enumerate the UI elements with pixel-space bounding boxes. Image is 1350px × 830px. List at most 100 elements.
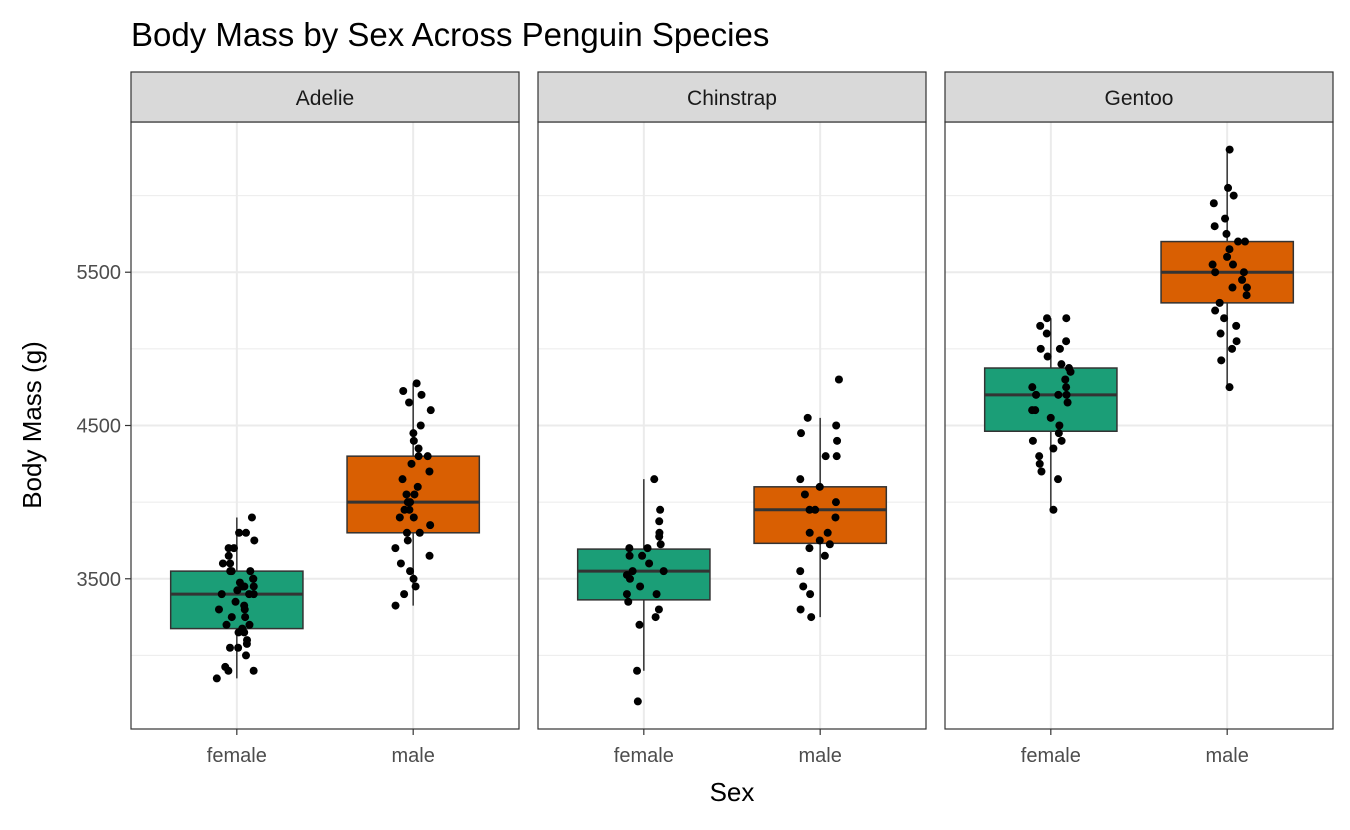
- data-point: [633, 697, 642, 706]
- data-point: [628, 567, 637, 576]
- data-point: [655, 517, 664, 526]
- data-point: [656, 505, 665, 514]
- data-point: [391, 544, 400, 553]
- data-point: [246, 567, 255, 576]
- data-point: [218, 559, 227, 568]
- data-point: [425, 467, 434, 476]
- data-point: [831, 513, 840, 522]
- data-point: [249, 574, 258, 583]
- data-point: [407, 459, 416, 468]
- data-point: [415, 528, 424, 537]
- data-point: [796, 567, 805, 576]
- x-tick-label: male: [392, 745, 435, 767]
- data-point: [1242, 283, 1251, 292]
- data-point: [1221, 214, 1230, 223]
- data-point: [226, 567, 235, 576]
- data-point: [797, 429, 806, 438]
- x-tick-label: male: [1206, 745, 1249, 767]
- data-point: [815, 482, 824, 491]
- data-point: [645, 559, 654, 568]
- data-point: [633, 666, 642, 675]
- data-point: [235, 528, 244, 537]
- data-point: [399, 387, 408, 396]
- data-point: [1055, 421, 1064, 430]
- x-tick-label: female: [207, 745, 267, 767]
- data-point: [636, 582, 645, 591]
- box-male: [753, 486, 888, 545]
- data-point: [1036, 321, 1045, 330]
- data-point: [625, 551, 634, 560]
- data-point: [391, 601, 400, 610]
- data-point: [656, 540, 665, 549]
- data-point: [1043, 352, 1052, 361]
- data-point: [245, 620, 254, 629]
- data-point: [410, 490, 419, 499]
- data-point: [622, 570, 631, 579]
- data-point: [227, 613, 236, 622]
- data-point: [426, 521, 435, 530]
- data-point: [1215, 298, 1224, 307]
- data-point: [622, 590, 631, 599]
- facet-strip: [130, 71, 520, 123]
- data-point: [796, 605, 805, 614]
- data-point: [1234, 237, 1243, 246]
- data-point: [402, 490, 411, 499]
- data-point: [1049, 444, 1058, 453]
- data-point: [235, 578, 244, 587]
- facet-strip-label: Chinstrap: [687, 87, 777, 110]
- x-axis-label: Sex: [710, 777, 755, 807]
- data-point: [241, 613, 250, 622]
- data-point: [807, 613, 816, 622]
- data-point: [799, 582, 808, 591]
- data-point: [1046, 413, 1055, 422]
- data-point: [1238, 275, 1247, 284]
- data-point: [1062, 314, 1071, 323]
- data-point: [243, 636, 252, 645]
- facet-strip-label: Adelie: [296, 87, 354, 110]
- data-point: [245, 590, 254, 599]
- data-point: [833, 436, 842, 445]
- data-point: [1232, 321, 1241, 330]
- data-point: [1223, 252, 1232, 261]
- data-point: [1228, 344, 1237, 353]
- x-tick-label: female: [614, 745, 674, 767]
- data-point: [231, 597, 240, 606]
- data-point: [1232, 337, 1241, 346]
- data-point: [1061, 375, 1070, 384]
- data-point: [222, 620, 231, 629]
- data-point: [1043, 314, 1052, 323]
- data-point: [234, 643, 243, 652]
- facet-strip-label: Gentoo: [1105, 87, 1174, 110]
- data-point: [806, 590, 815, 599]
- data-point: [638, 551, 647, 560]
- data-point: [224, 551, 233, 560]
- data-point: [800, 490, 809, 499]
- data-point: [402, 528, 411, 537]
- data-point: [1225, 145, 1234, 154]
- data-point: [249, 582, 258, 591]
- data-point: [635, 620, 644, 629]
- data-point: [247, 513, 256, 522]
- data-point: [1216, 329, 1225, 338]
- data-point: [1042, 329, 1051, 338]
- data-point: [425, 551, 434, 560]
- data-point: [1211, 268, 1220, 277]
- data-point: [1062, 383, 1071, 392]
- data-point: [1031, 406, 1040, 415]
- data-point: [820, 551, 829, 560]
- data-point: [1063, 398, 1072, 407]
- data-point: [1224, 183, 1233, 192]
- data-point: [411, 582, 420, 591]
- data-point: [823, 528, 832, 537]
- data-point: [1037, 467, 1046, 476]
- y-tick-label: 3500: [77, 569, 122, 591]
- data-point: [403, 536, 412, 545]
- data-point: [1217, 356, 1226, 365]
- data-point: [1035, 459, 1044, 468]
- x-tick-label: female: [1021, 745, 1081, 767]
- data-point: [405, 398, 414, 407]
- data-point: [426, 406, 435, 415]
- data-point: [1225, 383, 1234, 392]
- data-point: [413, 482, 422, 491]
- data-point: [1036, 344, 1045, 353]
